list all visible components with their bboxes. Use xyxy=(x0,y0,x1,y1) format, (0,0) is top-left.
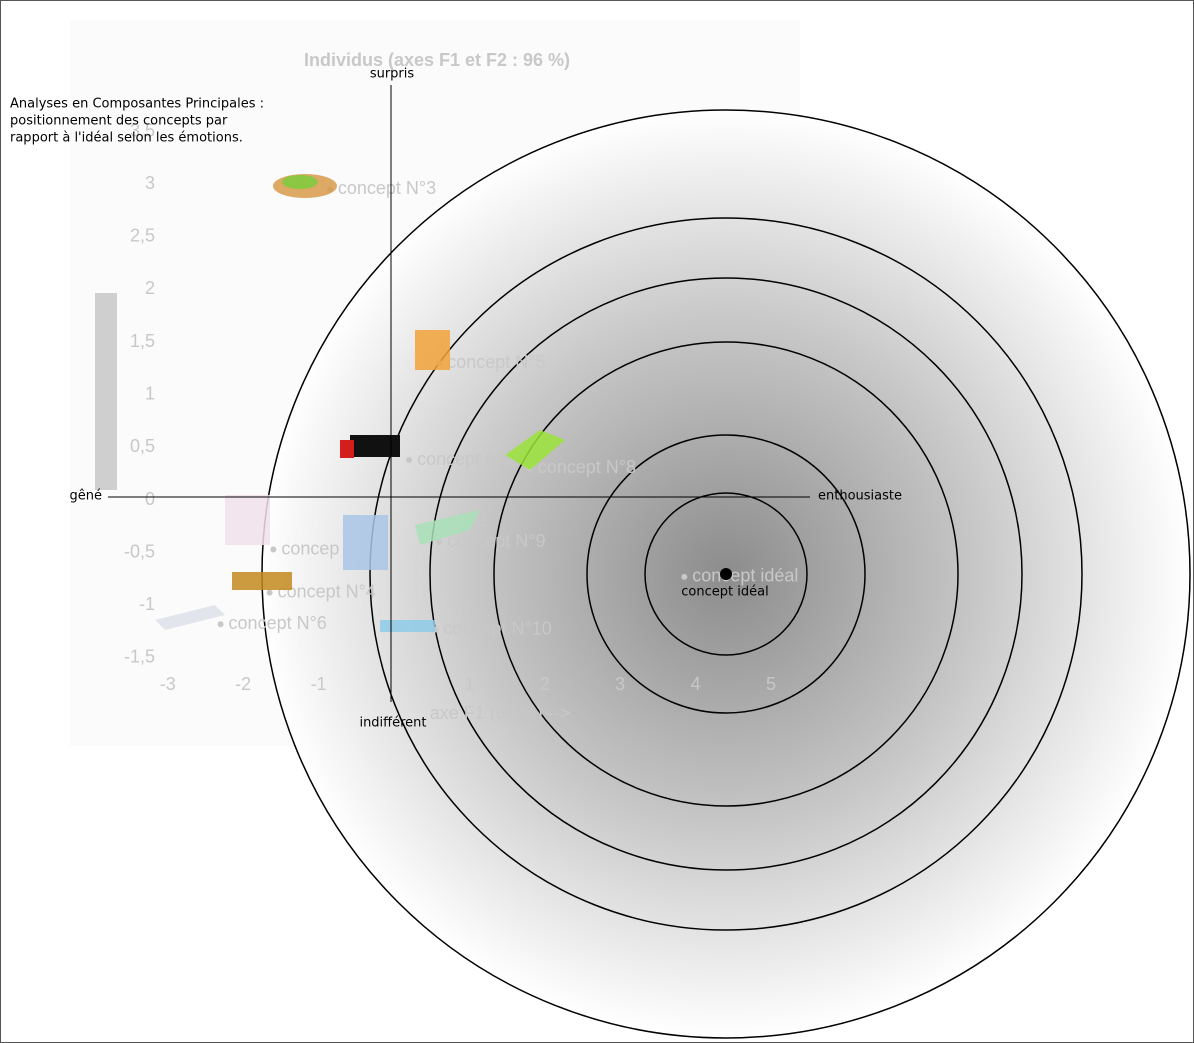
product-image xyxy=(343,515,388,570)
product-image xyxy=(505,430,565,470)
x-tick-label: -2 xyxy=(235,674,251,694)
y-tick-label: 2,5 xyxy=(130,226,155,246)
point-label: concept idéal xyxy=(692,566,798,586)
y-tick-label: -1,5 xyxy=(124,647,155,667)
x-tick-label: 1 xyxy=(464,674,474,694)
product-image xyxy=(350,435,400,457)
ideal-point xyxy=(720,568,732,580)
overlay: Analyses en Composantes Principales : po… xyxy=(10,67,902,731)
point xyxy=(217,621,224,628)
point xyxy=(681,573,688,580)
point-label: concept N°2 xyxy=(417,449,515,469)
label-mask xyxy=(95,293,117,490)
product-image xyxy=(340,440,354,458)
point xyxy=(436,539,443,546)
annotation-line: Analyses en Composantes Principales : xyxy=(10,97,264,112)
y-tick-label: 0,5 xyxy=(130,436,155,456)
ideal-label: concept idéal xyxy=(681,585,768,600)
product-image xyxy=(155,605,225,630)
target-ring xyxy=(429,277,1023,871)
product-image xyxy=(380,620,435,632)
point xyxy=(270,546,277,553)
axis-pole-label: gêné xyxy=(70,489,103,504)
product-image xyxy=(415,330,450,370)
point-label: concept N°9 xyxy=(447,531,545,551)
x-tick-label: 4 xyxy=(691,674,701,694)
annotation-line: rapport à l'idéal selon les émotions. xyxy=(10,131,243,146)
y-tick-label: 2 xyxy=(145,278,155,298)
x-tick-label: -3 xyxy=(160,674,176,694)
y-tick-label: 3,5 xyxy=(130,120,155,140)
product-images xyxy=(155,174,565,632)
point-label: concept N°4 xyxy=(278,581,376,601)
annotation-line: positionnement des concepts par xyxy=(10,114,228,129)
x-tick-label: 2 xyxy=(540,674,550,694)
product-image xyxy=(282,175,318,189)
point xyxy=(266,589,273,596)
axis-pole-label: surpris xyxy=(370,67,415,82)
y-tick-label: 0 xyxy=(145,489,155,509)
y-tick-label: 1,5 xyxy=(130,331,155,351)
point-label: concept N°10 xyxy=(443,618,551,638)
x-tick-label: 3 xyxy=(615,674,625,694)
chart-title: Individus (axes F1 et F2 : 96 %) xyxy=(304,50,570,70)
point-label: concept N°3 xyxy=(338,178,436,198)
product-image xyxy=(225,495,270,545)
x-tick-label: -1 xyxy=(311,674,327,694)
point-label: concept N°6 xyxy=(229,613,327,633)
target-ring xyxy=(644,492,808,656)
point-label: concept N°5 xyxy=(447,352,545,372)
point-label: concept N°8 xyxy=(538,457,636,477)
target-ring xyxy=(586,434,866,714)
chart: Individus (axes F1 et F2 : 96 %) axe F1 … xyxy=(124,50,798,723)
target-ring xyxy=(369,217,1083,931)
product-image xyxy=(415,510,480,545)
y-tick-label: -0,5 xyxy=(124,541,155,561)
product-image xyxy=(232,572,292,590)
x-axis-label: axe F1 (68 %) --> xyxy=(430,703,571,723)
axis-pole-label: indifférent xyxy=(359,716,426,731)
x-tick-label: 5 xyxy=(766,674,776,694)
y-tick-label: 1 xyxy=(145,383,155,403)
y-tick-label: -1 xyxy=(139,594,155,614)
point-label: concep xyxy=(281,538,339,558)
target-ring xyxy=(493,341,959,807)
point xyxy=(406,457,413,464)
axis-pole-label: enthousiaste xyxy=(818,489,902,504)
y-tick-label: 3 xyxy=(145,173,155,193)
